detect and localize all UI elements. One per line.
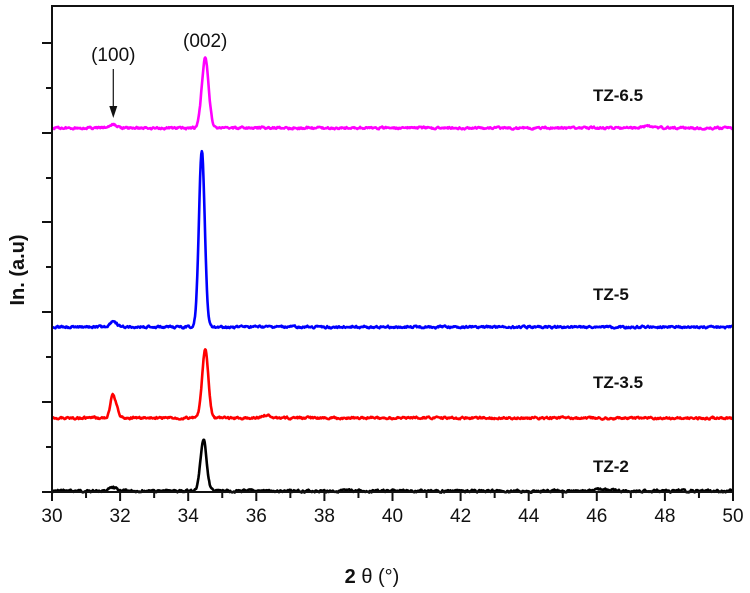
x-tick-label: 32	[110, 506, 131, 527]
x-tick-label: 44	[518, 506, 540, 527]
x-axis: 30 32 34 36 38 40 42 44 46 48 50	[41, 492, 744, 527]
series-labels: TZ-2 TZ-3.5 TZ-5 TZ-6.5	[593, 86, 643, 476]
x-tick-label: 36	[246, 506, 267, 527]
y-axis	[42, 42, 52, 493]
x-tick-label: 46	[586, 506, 607, 527]
peak-annotation-label: (100)	[91, 45, 135, 66]
series-line-tz-2	[51, 438, 734, 494]
x-tick-label: 48	[654, 506, 675, 527]
series-label: TZ-6.5	[593, 86, 643, 105]
series-line-tz-3-5	[51, 348, 734, 421]
peak-annotation-label: (002)	[183, 31, 227, 52]
series-label: TZ-5	[593, 285, 629, 304]
x-tick-label: 30	[41, 506, 62, 527]
x-axis-title: 2 θ (°)	[345, 566, 400, 588]
x-tick-label: 40	[382, 506, 403, 527]
series-line-tz-6-5	[51, 56, 735, 131]
series-layer	[50, 56, 735, 494]
x-tick-label: 34	[178, 506, 200, 527]
y-axis-title: In. (a.u)	[7, 234, 29, 305]
arrow-down-icon	[109, 106, 118, 118]
x-tick-label: 38	[314, 506, 335, 527]
series-label: TZ-2	[593, 457, 629, 476]
series-line-tz-5	[50, 149, 734, 330]
peak-annotations: (100) (002)	[91, 31, 227, 118]
x-tick-label: 50	[722, 506, 743, 527]
series-label: TZ-3.5	[593, 373, 643, 392]
x-tick-label: 42	[450, 506, 471, 527]
